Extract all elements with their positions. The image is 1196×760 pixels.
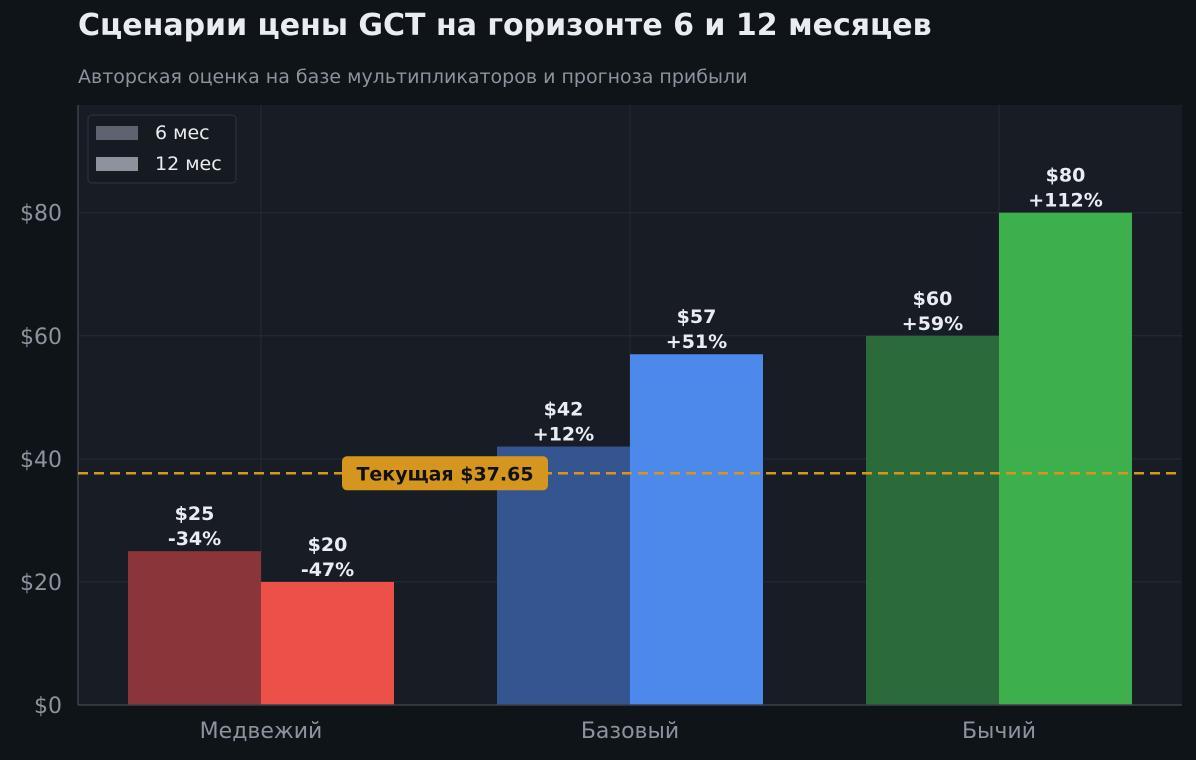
bar-value-label: $25 [175, 503, 215, 525]
legend-swatch [96, 157, 138, 171]
bar [866, 335, 999, 705]
x-tick-label: Медвежий [200, 719, 323, 744]
chart-subtitle: Авторская оценка на базе мультипликаторо… [78, 66, 748, 88]
bar-change-label: +59% [902, 313, 963, 335]
x-tick-label: Базовый [581, 719, 679, 744]
bar-value-label: $20 [308, 534, 348, 556]
legend-swatch [96, 126, 138, 140]
bar-value-label: $57 [677, 306, 717, 328]
bar-change-label: +12% [533, 424, 594, 446]
y-tick-label: $60 [20, 325, 62, 350]
bar [128, 551, 261, 705]
chart-title: Сценарии цены GCT на горизонте 6 и 12 ме… [78, 8, 932, 43]
legend-label: 6 мес [155, 122, 210, 144]
bar-value-label: $42 [544, 399, 584, 421]
y-tick-label: $80 [20, 202, 62, 227]
legend-label: 12 мес [155, 153, 222, 175]
bar-change-label: -47% [301, 559, 354, 581]
x-tick-label: Бычий [962, 719, 1036, 744]
bar [261, 581, 394, 705]
bar [630, 354, 763, 705]
bar-value-label: $80 [1046, 165, 1086, 187]
current-price-badge [342, 456, 548, 491]
bar-change-label: +51% [666, 331, 727, 353]
bar-change-label: +112% [1028, 190, 1103, 212]
y-tick-label: $20 [20, 571, 62, 596]
current-price-label: Текущая $37.65 [356, 463, 533, 485]
bar-value-label: $60 [913, 288, 953, 310]
y-tick-label: $40 [20, 448, 62, 473]
y-tick-label: $0 [34, 694, 62, 719]
bar-change-label: -34% [168, 528, 221, 550]
bar [999, 212, 1132, 705]
